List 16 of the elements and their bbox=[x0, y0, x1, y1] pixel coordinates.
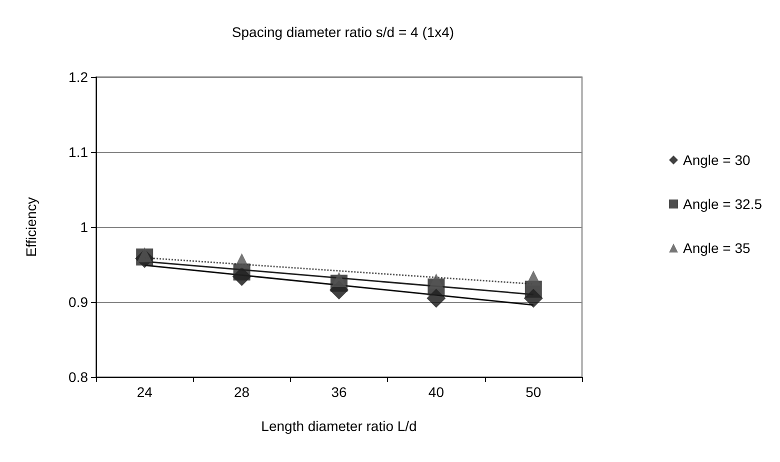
y-tick-label: 1.2 bbox=[68, 69, 88, 85]
chart-title: Spacing diameter ratio s/d = 4 (1x4) bbox=[232, 24, 454, 40]
y-tick-label: 0.9 bbox=[68, 294, 88, 310]
y-axis-title: Efficiency bbox=[23, 197, 39, 257]
x-axis-title: Length diameter ratio L/d bbox=[261, 418, 417, 434]
x-tick-label: 28 bbox=[234, 384, 250, 400]
legend-label: Angle = 30 bbox=[682, 152, 751, 168]
x-tick-label: 24 bbox=[136, 384, 153, 400]
y-tick-label: 1.1 bbox=[68, 144, 88, 160]
y-tick-label: 0.8 bbox=[68, 369, 88, 385]
y-tick-label: 1 bbox=[80, 219, 88, 235]
x-tick-label: 40 bbox=[428, 384, 444, 400]
x-tick-label: 50 bbox=[526, 384, 542, 400]
legend-label: Angle = 35 bbox=[682, 240, 751, 256]
x-tick-label: 36 bbox=[331, 384, 347, 400]
legend-label: Angle = 32.5 bbox=[682, 196, 762, 212]
